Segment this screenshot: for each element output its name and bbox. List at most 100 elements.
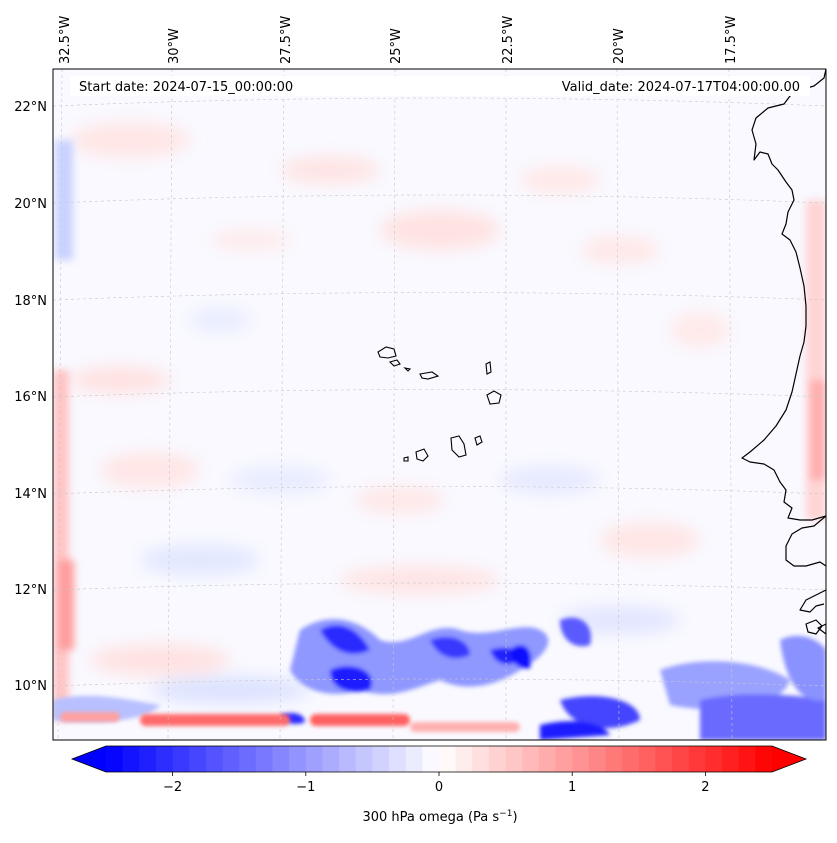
- colorbar-tick-label: 2: [701, 780, 709, 795]
- colorbar-cell: [705, 746, 723, 772]
- colorbar-cell: [122, 746, 140, 772]
- colorbar-cell: [355, 746, 373, 772]
- map-frame: [52, 68, 827, 741]
- island-santa-luzia: [403, 367, 412, 372]
- colorbar-ticks: −2 −1 0 1 2: [163, 772, 710, 795]
- colorbar-outline: [70, 745, 808, 773]
- island-maio: [474, 435, 483, 446]
- colorbar-cell: [622, 746, 640, 772]
- colorbar-cell: [372, 746, 390, 772]
- colorbar-cell: [139, 746, 157, 772]
- island-fogo: [415, 448, 429, 462]
- colorbar-cell: [106, 746, 124, 772]
- colorbar-cell: [255, 746, 274, 772]
- omega-field-blue-band: [53, 617, 826, 740]
- colorbar-label-main: 300 hPa omega (Pa s: [362, 810, 499, 825]
- colorbar-cell: [272, 746, 290, 772]
- coastline-mauritania-senegal: [741, 69, 826, 521]
- colorbar-cell: [605, 746, 623, 772]
- colorbar-tick-label: −2: [163, 780, 182, 795]
- valid-date-label: Valid_date: 2024-07-17T04:00:00.00: [562, 80, 800, 95]
- colorbar-cell: [638, 746, 657, 772]
- colorbar-cells: [106, 746, 773, 772]
- lon-label: 30°W: [167, 28, 182, 64]
- longitude-labels: 32.5°W 30°W 27.5°W 25°W 22.5°W 20°W 17.5…: [58, 16, 739, 64]
- colorbar-cell: [305, 746, 324, 772]
- colorbar-cell: [555, 746, 573, 772]
- map-area: Start date: 2024-07-15_00:00:00 Valid_da…: [53, 69, 826, 740]
- colorbar-label-close: ): [512, 810, 517, 825]
- colorbar-cell: [538, 746, 557, 772]
- african-coastline: [741, 69, 826, 635]
- colorbar-cell: [722, 746, 740, 772]
- lat-label: 14°N: [14, 487, 47, 502]
- colorbar-cell: [522, 746, 540, 772]
- lat-label: 20°N: [14, 197, 47, 212]
- colorbar-extend-max: [772, 746, 806, 772]
- island-brava: [403, 456, 409, 462]
- lon-label: 17.5°W: [724, 16, 739, 64]
- colorbar-tick-label: 1: [568, 780, 576, 795]
- lat-label: 18°N: [14, 294, 47, 309]
- lon-label: 20°W: [612, 28, 627, 64]
- omega-field-weak: [70, 122, 730, 704]
- colorbar: −2 −1 0 1 2 300 hPa omega (Pa s−1): [70, 745, 808, 825]
- colorbar-cell: [322, 746, 340, 772]
- lat-label: 16°N: [14, 390, 47, 405]
- island-sal: [485, 361, 492, 375]
- colorbar-cell: [205, 746, 224, 772]
- map-background: [53, 69, 826, 740]
- island-santiago: [450, 435, 467, 458]
- colorbar-cell: [189, 746, 207, 772]
- cape-verde-islands: [377, 346, 502, 462]
- colorbar-cell: [155, 746, 174, 772]
- graticule: [53, 69, 826, 740]
- colorbar-label: 300 hPa omega (Pa s−1): [362, 809, 517, 825]
- start-date-label: Start date: 2024-07-15_00:00:00: [79, 80, 293, 95]
- colorbar-cell: [389, 746, 407, 772]
- coastline-guinea-bissau: [799, 589, 826, 613]
- colorbar-cell: [688, 746, 706, 772]
- colorbar-cell: [239, 746, 257, 772]
- colorbar-cell: [672, 746, 690, 772]
- colorbar-cell: [289, 746, 307, 772]
- lat-label: 12°N: [14, 583, 47, 598]
- island-santo-antao: [377, 346, 397, 359]
- colorbar-cell: [339, 746, 357, 772]
- lat-label: 10°N: [14, 679, 47, 694]
- colorbar-label-exponent: −1: [499, 809, 512, 819]
- lon-label: 22.5°W: [501, 16, 516, 64]
- colorbar-cell: [655, 746, 673, 772]
- colorbar-cell: [439, 746, 457, 772]
- colorbar-cell: [588, 746, 607, 772]
- lat-label: 22°N: [14, 100, 47, 115]
- island-boa-vista: [486, 390, 502, 405]
- lon-label: 32.5°W: [58, 16, 73, 64]
- colorbar-cell: [172, 746, 190, 772]
- lon-label: 25°W: [389, 28, 404, 64]
- omega-field-red-streaks: [60, 712, 520, 732]
- latitude-labels: 22°N 20°N 18°N 16°N 14°N 12°N 10°N: [14, 100, 47, 694]
- colorbar-cell: [472, 746, 490, 772]
- coastline-islet: [817, 623, 826, 635]
- coastline-bijagos-islands: [805, 619, 823, 635]
- colorbar-cell: [455, 746, 473, 772]
- colorbar-cell: [755, 746, 773, 772]
- colorbar-tick-label: 0: [435, 780, 443, 795]
- omega-field-edges: [53, 140, 826, 720]
- coastline-gambia: [785, 515, 826, 567]
- date-stamp-background: [70, 76, 810, 96]
- colorbar-cell: [222, 746, 240, 772]
- colorbar-cell: [738, 746, 756, 772]
- lon-label: 27.5°W: [279, 16, 294, 64]
- colorbar-cell: [422, 746, 440, 772]
- colorbar-extend-min: [72, 746, 106, 772]
- colorbar-cell: [572, 746, 590, 772]
- colorbar-cell: [505, 746, 523, 772]
- island-sao-vicente: [388, 359, 401, 367]
- colorbar-cell: [405, 746, 423, 772]
- colorbar-cell: [488, 746, 507, 772]
- island-sao-nicolau: [419, 371, 440, 380]
